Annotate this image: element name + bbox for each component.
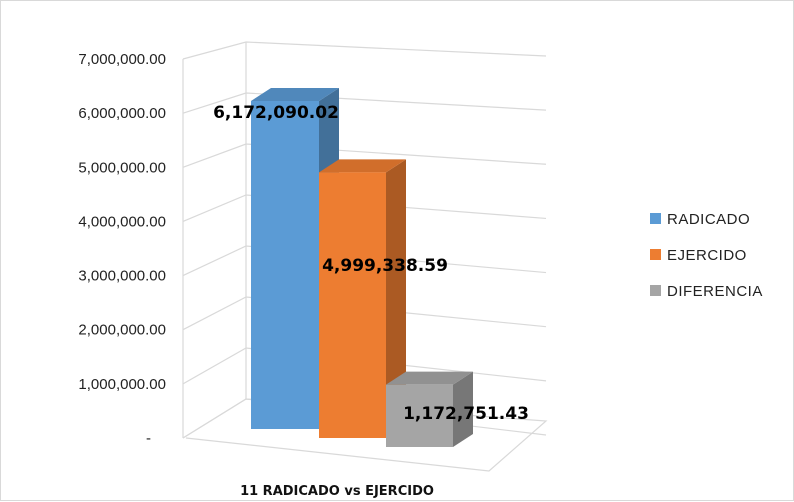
bar-ejercido — [319, 159, 406, 438]
grid-line — [182, 92, 547, 114]
data-labels: 6,172,090.02 4,999,338.59 1,172,751.43 — [213, 103, 529, 424]
data-label: 6,172,090.02 — [213, 103, 339, 123]
grid-line — [182, 347, 547, 385]
x-category-label: 11 RADICADO vs EJERCIDO — [240, 484, 434, 499]
legend-label: RADICADO — [667, 211, 750, 228]
legend-swatch — [650, 249, 661, 260]
grid-line — [182, 296, 547, 331]
bar-diferencia — [386, 371, 473, 447]
grid-line — [182, 143, 547, 168]
bar-side — [453, 371, 473, 447]
y-tick-label: - — [146, 430, 151, 447]
legend-swatch — [650, 213, 661, 224]
y-tick-label: 4,000,000.00 — [78, 213, 166, 230]
legend-swatch — [650, 285, 661, 296]
legend-label: DIFERENCIA — [667, 283, 763, 300]
grid-line — [182, 41, 547, 60]
data-label: 4,999,338.59 — [322, 256, 448, 276]
bar-top — [251, 87, 339, 101]
bar-front — [251, 100, 319, 430]
y-tick-label: 7,000,000.00 — [78, 51, 166, 68]
y-tick-label: 2,000,000.00 — [78, 322, 166, 339]
category-labels: 11 RADICADO vs EJERCIDO — [240, 484, 434, 499]
grid-line — [182, 245, 547, 277]
bar-side — [386, 159, 406, 438]
grid-lines — [182, 41, 547, 439]
bar-top — [386, 371, 473, 385]
y-tick-label: 3,000,000.00 — [78, 268, 166, 285]
y-tick-label: 1,000,000.00 — [78, 376, 166, 393]
legend: RADICADO EJERCIDO DIFERENCIA — [650, 211, 763, 300]
bars — [251, 87, 473, 447]
bar-front — [386, 384, 453, 447]
bar-front — [319, 172, 386, 438]
y-tick-label: 5,000,000.00 — [78, 159, 166, 176]
bar-top — [319, 159, 406, 173]
data-label: 1,172,751.43 — [403, 404, 529, 424]
grid-line — [182, 194, 547, 222]
y-tick-label: 6,000,000.00 — [78, 105, 166, 122]
y-axis-tick-labels: - 1,000,000.00 2,000,000.00 3,000,000.00 4,0… — [78, 51, 166, 447]
legend-label: EJERCIDO — [667, 247, 747, 264]
